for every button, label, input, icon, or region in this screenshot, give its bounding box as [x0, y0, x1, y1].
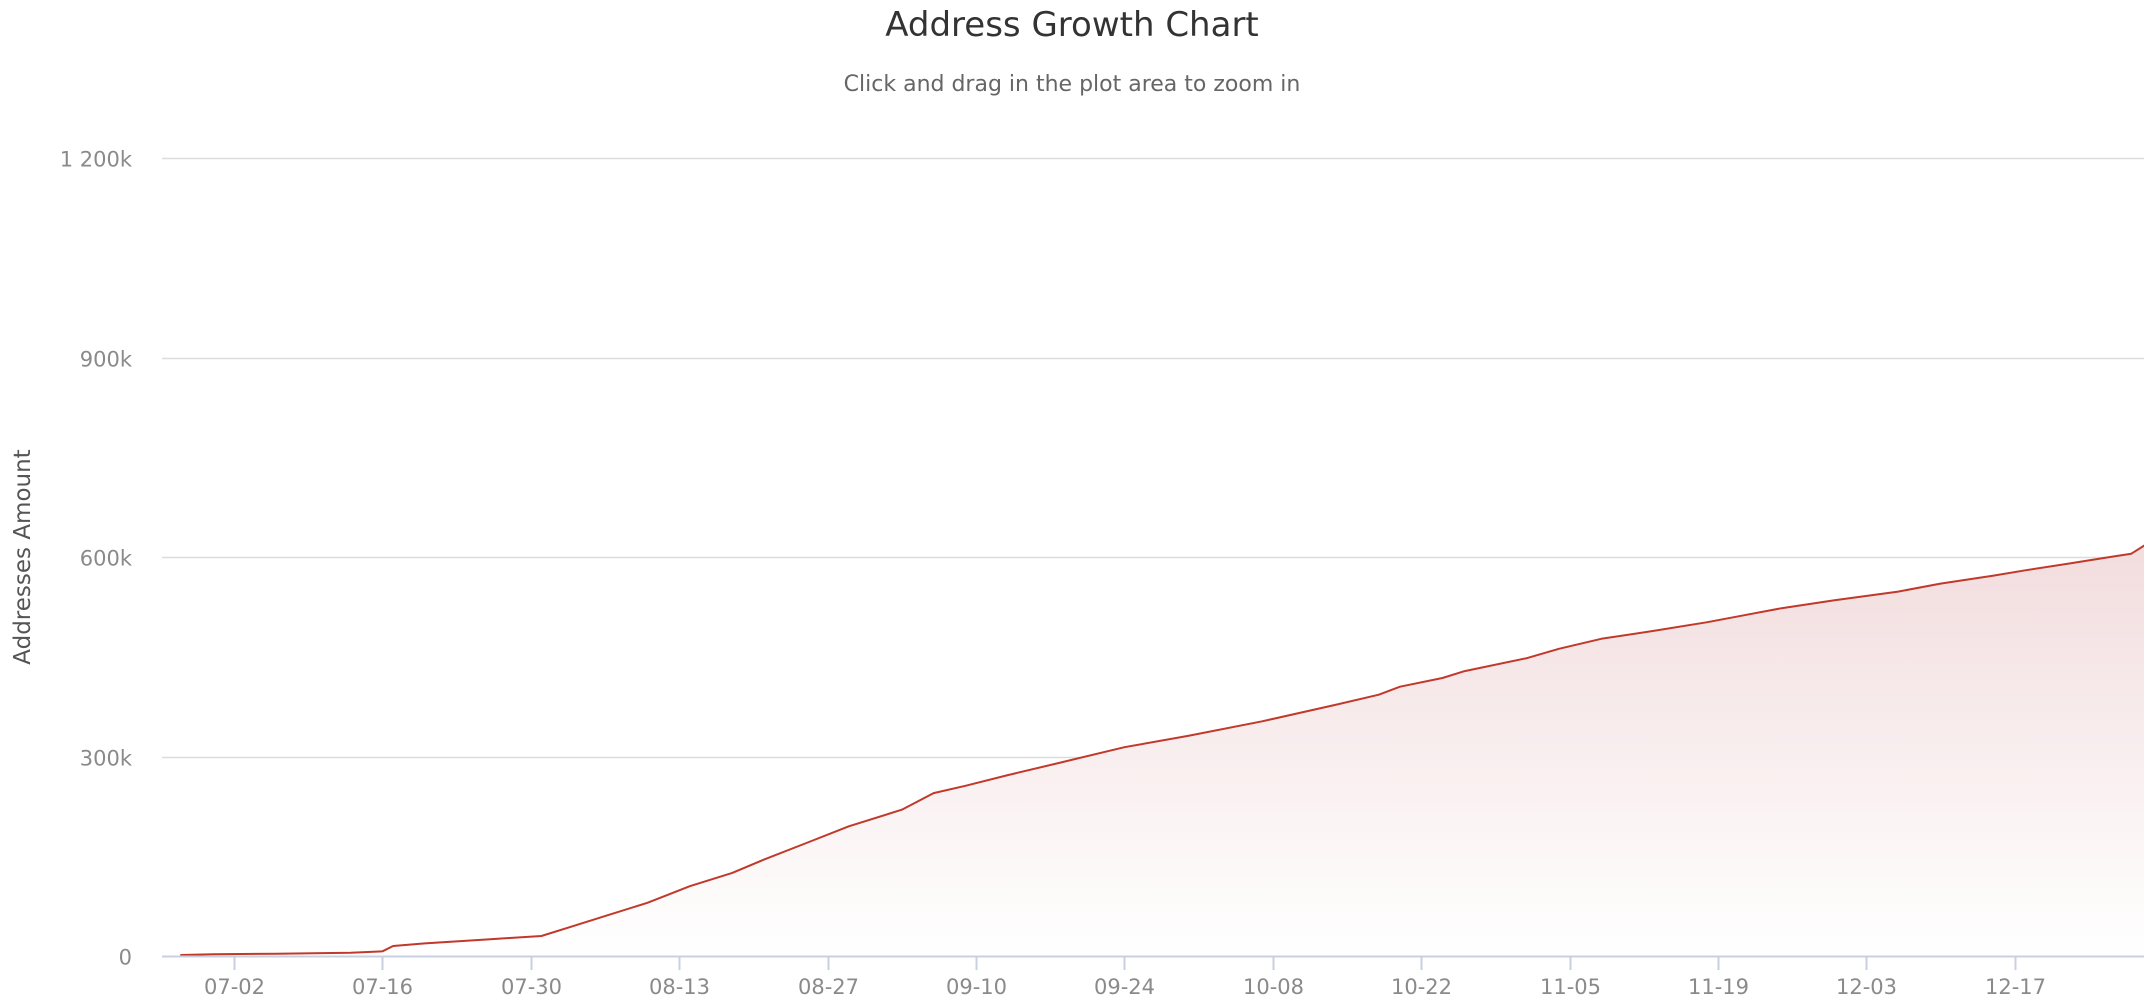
x-tick-label: 10-08 [1243, 975, 1304, 999]
chart-title: Address Growth Chart [885, 5, 1259, 45]
chart-subtitle: Click and drag in the plot area to zoom … [843, 72, 1301, 97]
x-tick-label: 08-13 [649, 975, 710, 999]
series-line [180, 544, 2144, 956]
x-tick-label: 08-27 [798, 975, 859, 999]
axes [162, 955, 2144, 970]
x-tick-label: 12-03 [1836, 975, 1897, 999]
x-tick-label: 10-22 [1391, 975, 1452, 999]
x-tick-label: 11-19 [1688, 975, 1749, 999]
series-line-path [180, 544, 2144, 956]
y-tick-label: 0 [119, 946, 132, 970]
y-tick-label: 1 200k [60, 148, 133, 172]
x-tick-label: 12-17 [1985, 975, 2046, 999]
series-area [181, 545, 2144, 956]
x-tick-label: 07-16 [352, 975, 413, 999]
area-fill [181, 545, 2144, 956]
y-tick-label: 900k [80, 348, 133, 372]
x-tick-label: 07-30 [501, 975, 562, 999]
x-tick-label: 07-02 [204, 975, 265, 999]
y-axis-title: Addresses Amount [10, 449, 36, 664]
tick-labels: 0 300k 600k 900k 1 200k 07-02 07-16 07-30 08-13 0… [60, 148, 2046, 1000]
x-tick-label: 11-05 [1540, 975, 1601, 999]
x-tick-label: 09-10 [946, 975, 1007, 999]
y-tick-label: 600k [80, 547, 133, 571]
x-tick-label: 09-24 [1094, 975, 1155, 999]
y-tick-label: 300k [80, 747, 133, 771]
